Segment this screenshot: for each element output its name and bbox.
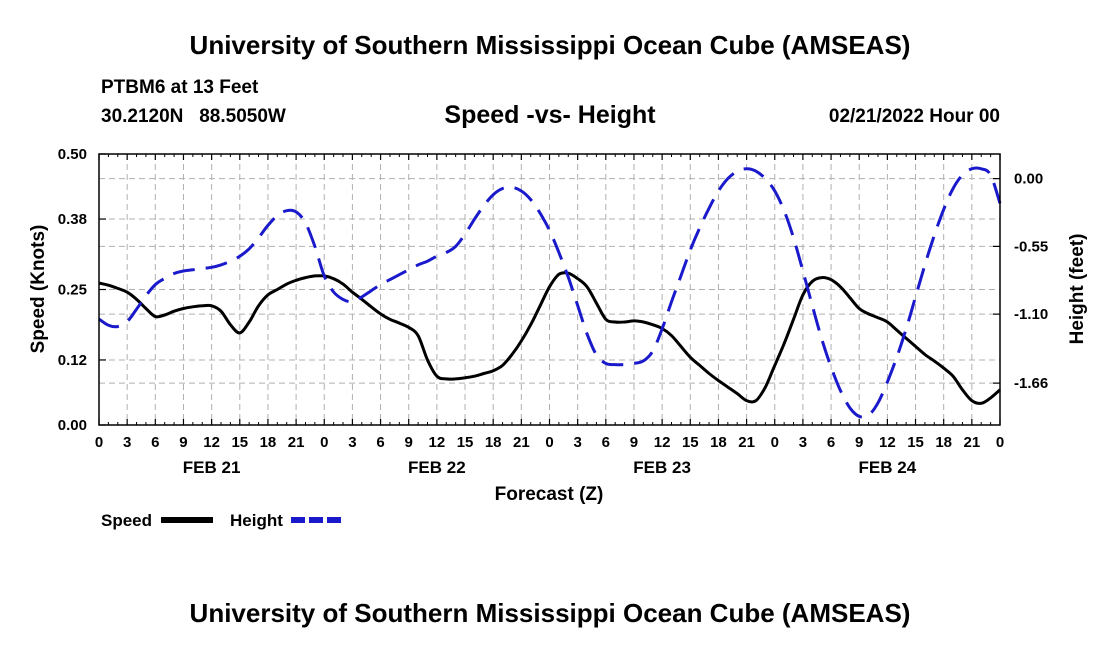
series-lines xyxy=(98,166,1002,419)
date-label: FEB 22 xyxy=(408,458,466,477)
x-tick-label: 12 xyxy=(654,434,671,451)
x-tick-label: 18 xyxy=(485,434,502,451)
x-tick-label: 3 xyxy=(123,434,131,451)
x-tick-label: 12 xyxy=(429,434,446,451)
x-tick-label: 6 xyxy=(827,434,835,451)
x-tick-label: 9 xyxy=(630,434,638,451)
x-tick-label: 6 xyxy=(151,434,159,451)
legend-height-label: Height xyxy=(230,511,283,530)
x-tick-label: 0 xyxy=(95,434,103,451)
y2-tick-label: -1.10 xyxy=(1014,306,1048,323)
legend-speed-label: Speed xyxy=(101,511,152,530)
main-title: University of Southern Mississippi Ocean… xyxy=(189,30,911,60)
chart-subtitle: Speed -vs- Height xyxy=(444,101,656,129)
x-tick-label: 0 xyxy=(545,434,553,451)
y-axis-label: Speed (Knots) xyxy=(28,225,49,354)
x-tick-label: 6 xyxy=(376,434,384,451)
date-label: FEB 24 xyxy=(859,458,917,477)
x-tick-label: 15 xyxy=(907,434,924,451)
y-tick-label: 0.25 xyxy=(58,282,87,299)
x-tick-label: 9 xyxy=(405,434,413,451)
speed-series-line xyxy=(98,271,1001,405)
y-tick-label: 0.00 xyxy=(58,417,87,434)
y2-tick-label: -0.55 xyxy=(1014,238,1048,255)
x-tick-label: 9 xyxy=(179,434,187,451)
y-tick-label: 0.50 xyxy=(58,146,87,163)
station-label: PTBM6 at 13 Feet xyxy=(101,77,259,98)
x-tick-label: 21 xyxy=(288,434,305,451)
x-tick-label: 6 xyxy=(602,434,610,451)
height-series-line xyxy=(98,166,1002,419)
y-tick-label: 0.12 xyxy=(58,352,87,369)
x-tick-label: 3 xyxy=(573,434,581,451)
x-tick-label: 0 xyxy=(771,434,779,451)
x-tick-label: 15 xyxy=(682,434,699,451)
axes: 0 3 6 9 12 15 18 21 0 3 6 9 12 15 18 21 0 3 6 9 12 15 18 21 0 3 6 9… xyxy=(58,146,1048,477)
x-tick-label: 21 xyxy=(964,434,981,451)
legend: Speed Height xyxy=(101,511,343,530)
date-label: FEB 23 xyxy=(633,458,691,477)
y2-axis-label: Height (feet) xyxy=(1067,234,1088,345)
x-tick-label: 15 xyxy=(231,434,248,451)
footer-title: University of Southern Mississippi Ocean… xyxy=(189,598,911,628)
x-tick-label: 12 xyxy=(203,434,220,451)
station-coordinates: 30.2120N 88.5050W xyxy=(101,106,286,127)
x-tick-label: 0 xyxy=(320,434,328,451)
x-tick-label: 21 xyxy=(513,434,530,451)
x-tick-label: 18 xyxy=(710,434,727,451)
date-label: FEB 21 xyxy=(183,458,241,477)
x-tick-label: 21 xyxy=(738,434,755,451)
y2-tick-label: 0.00 xyxy=(1014,171,1043,188)
y-tick-label: 0.38 xyxy=(58,211,87,228)
x-tick-label: 9 xyxy=(855,434,863,451)
x-tick-label: 3 xyxy=(799,434,807,451)
run-date: 02/21/2022 Hour 00 xyxy=(828,106,1000,127)
x-tick-label: 18 xyxy=(935,434,952,451)
x-axis-label: Forecast (Z) xyxy=(495,484,604,505)
x-tick-label: 12 xyxy=(879,434,896,451)
grid-lines xyxy=(99,154,1000,425)
x-tick-label: 3 xyxy=(348,434,356,451)
y2-tick-label: -1.66 xyxy=(1014,375,1048,392)
x-tick-label: 18 xyxy=(260,434,277,451)
x-tick-label: 15 xyxy=(457,434,474,451)
x-tick-label: 0 xyxy=(996,434,1004,451)
